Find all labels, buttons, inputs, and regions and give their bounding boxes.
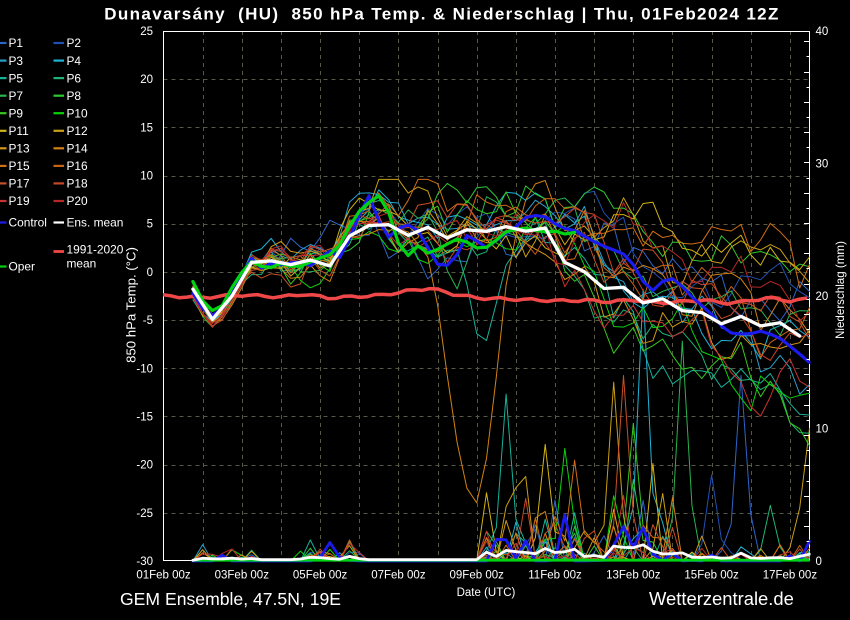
svg-text:Ens. mean: Ens. mean bbox=[67, 216, 124, 230]
svg-text:30: 30 bbox=[816, 159, 829, 171]
svg-text:P4: P4 bbox=[67, 54, 82, 68]
svg-text:P1: P1 bbox=[9, 36, 24, 50]
svg-text:11Feb 00z: 11Feb 00z bbox=[528, 570, 582, 582]
svg-text:-30: -30 bbox=[136, 556, 153, 568]
svg-text:P19: P19 bbox=[9, 194, 31, 208]
svg-text:P7: P7 bbox=[9, 89, 24, 103]
svg-text:1991-2020: 1991-2020 bbox=[67, 243, 124, 257]
svg-text:13Feb 00z: 13Feb 00z bbox=[606, 570, 661, 582]
svg-text:20: 20 bbox=[816, 291, 829, 303]
svg-text:P3: P3 bbox=[9, 54, 24, 68]
svg-text:Niederschlag (mm): Niederschlag (mm) bbox=[834, 241, 847, 339]
svg-text:25: 25 bbox=[140, 26, 153, 38]
svg-text:10: 10 bbox=[816, 424, 829, 436]
svg-text:Dunavarsány (HU) 850 hPa Tem: Dunavarsány (HU) 850 hPa Temp. & Nieders… bbox=[104, 5, 779, 24]
svg-text:-20: -20 bbox=[136, 460, 153, 472]
svg-text:-5: -5 bbox=[143, 315, 153, 327]
svg-text:05Feb 00z: 05Feb 00z bbox=[293, 570, 348, 582]
svg-text:P14: P14 bbox=[67, 142, 89, 156]
svg-text:07Feb 00z: 07Feb 00z bbox=[371, 570, 426, 582]
svg-text:-25: -25 bbox=[136, 508, 153, 520]
svg-text:Date (UTC): Date (UTC) bbox=[457, 587, 516, 599]
svg-text:P17: P17 bbox=[9, 177, 31, 191]
svg-text:10: 10 bbox=[140, 171, 153, 183]
svg-text:-10: -10 bbox=[136, 363, 153, 375]
svg-text:GEM Ensemble, 47.5N, 19E: GEM Ensemble, 47.5N, 19E bbox=[120, 589, 341, 609]
svg-text:P5: P5 bbox=[9, 71, 24, 85]
svg-text:P12: P12 bbox=[67, 124, 89, 138]
svg-text:850 hPa Temp. (°C): 850 hPa Temp. (°C) bbox=[124, 247, 139, 363]
svg-text:09Feb 00z: 09Feb 00z bbox=[450, 570, 505, 582]
svg-text:P15: P15 bbox=[9, 159, 31, 173]
svg-text:P18: P18 bbox=[67, 177, 89, 191]
svg-text:0: 0 bbox=[816, 556, 822, 568]
svg-text:15Feb 00z: 15Feb 00z bbox=[684, 570, 739, 582]
svg-text:Wetterzentrale.de: Wetterzentrale.de bbox=[649, 588, 794, 609]
svg-text:03Feb 00z: 03Feb 00z bbox=[215, 570, 270, 582]
svg-text:P20: P20 bbox=[67, 194, 89, 208]
svg-text:P11: P11 bbox=[9, 124, 30, 138]
svg-text:mean: mean bbox=[67, 257, 97, 271]
svg-text:P10: P10 bbox=[67, 106, 89, 120]
svg-text:-15: -15 bbox=[136, 412, 153, 424]
svg-text:P9: P9 bbox=[9, 106, 24, 120]
svg-text:5: 5 bbox=[147, 219, 153, 231]
svg-text:P2: P2 bbox=[67, 36, 82, 50]
svg-text:0: 0 bbox=[147, 267, 153, 279]
svg-text:P16: P16 bbox=[67, 159, 89, 173]
svg-text:01Feb 00z: 01Feb 00z bbox=[136, 570, 191, 582]
svg-text:Control: Control bbox=[9, 216, 47, 230]
svg-text:P6: P6 bbox=[67, 71, 82, 85]
svg-text:P13: P13 bbox=[9, 142, 31, 156]
svg-text:P8: P8 bbox=[67, 89, 82, 103]
svg-text:15: 15 bbox=[140, 122, 153, 134]
svg-text:Oper: Oper bbox=[9, 260, 35, 274]
svg-text:17Feb 00z: 17Feb 00z bbox=[763, 570, 818, 582]
svg-text:20: 20 bbox=[140, 74, 153, 86]
svg-text:40: 40 bbox=[816, 26, 829, 38]
